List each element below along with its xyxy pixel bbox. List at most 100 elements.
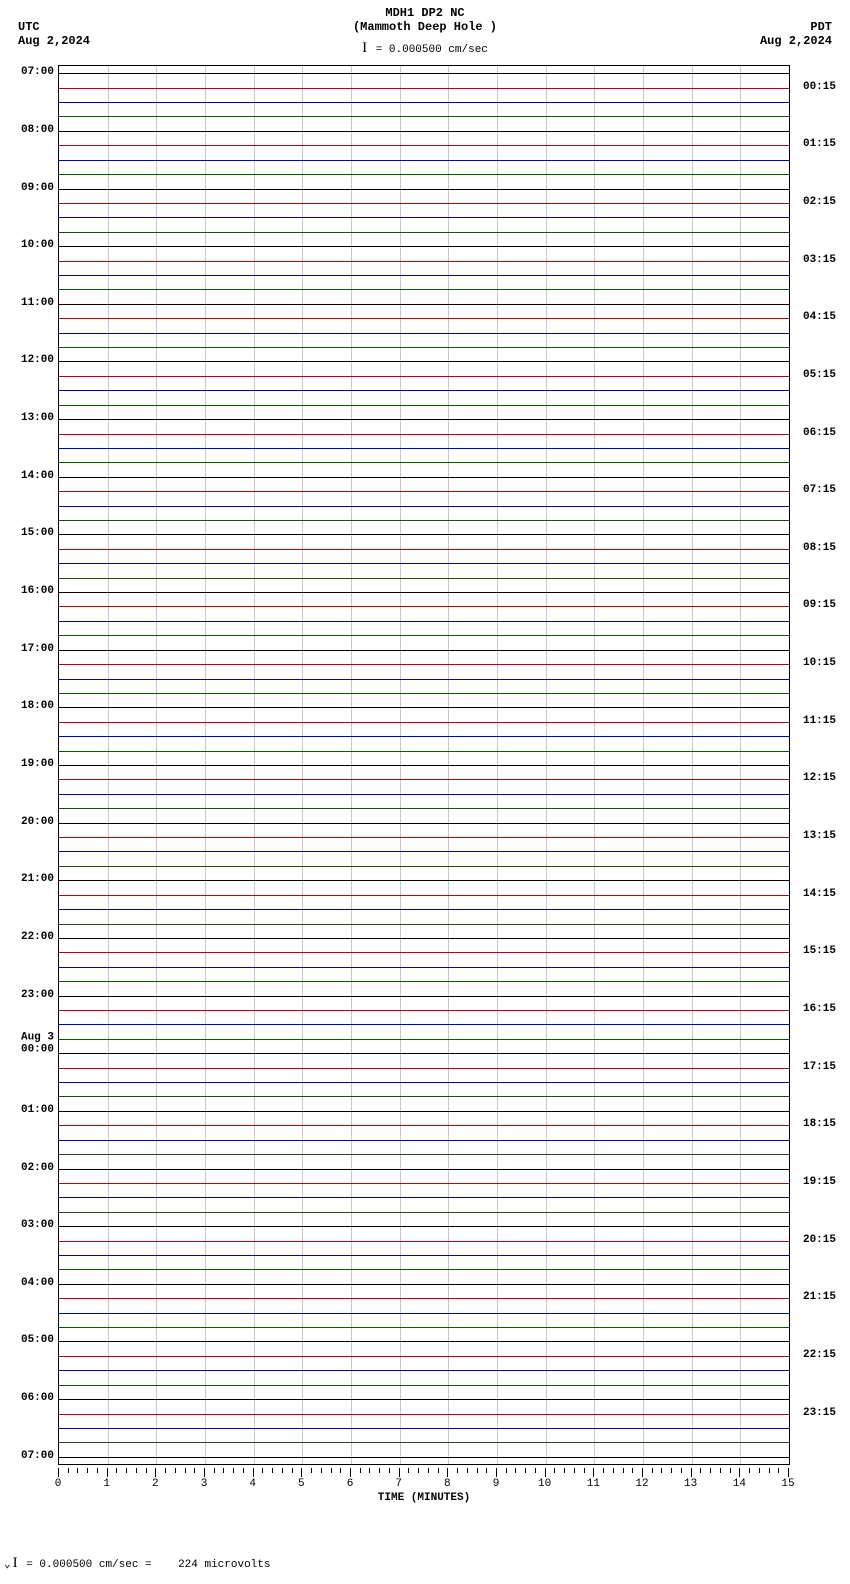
xtick-label: 12: [635, 1478, 648, 1490]
xtick-minor: [652, 1468, 653, 1473]
seismic-trace: [59, 851, 789, 852]
seismic-trace: [59, 1096, 789, 1097]
seismic-trace: [59, 246, 789, 247]
seismic-trace: [59, 1226, 789, 1227]
xtick-label: 4: [249, 1478, 256, 1490]
utc-hour-label: 15:00: [14, 527, 54, 539]
seismic-trace: [59, 333, 789, 334]
seismic-trace: [59, 693, 789, 694]
seismic-trace: [59, 621, 789, 622]
utc-hour-label: 18:00: [14, 700, 54, 712]
seismic-trace: [59, 1385, 789, 1386]
seismic-trace: [59, 1082, 789, 1083]
seismic-trace: [59, 275, 789, 276]
pdt-hour-label: 13:15: [803, 830, 836, 842]
seismic-trace: [59, 203, 789, 204]
seismic-trace: [59, 938, 789, 939]
footer-text-right: 224 microvolts: [178, 1559, 270, 1571]
seismic-trace: [59, 823, 789, 824]
pdt-hour-label: 19:15: [803, 1176, 836, 1188]
seismic-trace: [59, 1313, 789, 1314]
seismic-trace: [59, 145, 789, 146]
xtick-major: [350, 1468, 351, 1477]
pdt-hour-label: 10:15: [803, 657, 836, 669]
pdt-hour-label: 20:15: [803, 1234, 836, 1246]
footer-scale: ⌄I = 0.000500 cm/sec = 224 microvolts: [4, 1555, 270, 1572]
pdt-hour-label: 21:15: [803, 1291, 836, 1303]
pdt-hour-label: 06:15: [803, 427, 836, 439]
xtick-minor: [564, 1468, 565, 1473]
xtick-major: [642, 1468, 643, 1477]
xtick-minor: [506, 1468, 507, 1473]
xtick-minor: [759, 1468, 760, 1473]
xtick-label: 7: [395, 1478, 402, 1490]
xtick-minor: [194, 1468, 195, 1473]
seismic-trace: [59, 376, 789, 377]
xtick-major: [204, 1468, 205, 1477]
header-center: MDH1 DP2 NC (Mammoth Deep Hole ): [0, 6, 850, 34]
pdt-hour-label: 02:15: [803, 196, 836, 208]
utc-hour-label: 12:00: [14, 354, 54, 366]
xtick-minor: [525, 1468, 526, 1473]
seismic-trace: [59, 434, 789, 435]
xtick-minor: [671, 1468, 672, 1473]
seismic-trace: [59, 1341, 789, 1342]
utc-hour-label: 04:00: [14, 1277, 54, 1289]
xtick-label: 10: [538, 1478, 551, 1490]
seismic-trace: [59, 1428, 789, 1429]
xtick-minor: [282, 1468, 283, 1473]
seismic-trace: [59, 289, 789, 290]
seismic-trace: [59, 996, 789, 997]
utc-hour-label: 09:00: [14, 182, 54, 194]
utc-hour-label: 17:00: [14, 643, 54, 655]
seismic-trace: [59, 1154, 789, 1155]
seismic-trace: [59, 1284, 789, 1285]
utc-hour-label: 11:00: [14, 297, 54, 309]
utc-hour-label: 05:00: [14, 1334, 54, 1346]
seismic-trace: [59, 765, 789, 766]
xtick-label: 2: [152, 1478, 159, 1490]
pdt-hour-label: 00:15: [803, 81, 836, 93]
seismic-trace: [59, 981, 789, 982]
seismic-trace: [59, 1024, 789, 1025]
xtick-minor: [428, 1468, 429, 1473]
xtick-minor: [535, 1468, 536, 1473]
seismic-trace: [59, 1125, 789, 1126]
seismic-trace: [59, 679, 789, 680]
xtick-minor: [389, 1468, 390, 1473]
seismic-trace: [59, 477, 789, 478]
seismic-trace: [59, 88, 789, 89]
xtick-label: 6: [347, 1478, 354, 1490]
seismic-trace: [59, 520, 789, 521]
seismic-trace: [59, 606, 789, 607]
xtick-minor: [574, 1468, 575, 1473]
pdt-hour-label: 16:15: [803, 1003, 836, 1015]
xtick-label: 14: [733, 1478, 746, 1490]
station-code: MDH1 DP2 NC: [0, 6, 850, 20]
utc-hour-label: 23:00: [14, 989, 54, 1001]
xtick-major: [155, 1468, 156, 1477]
pdt-hour-label: 18:15: [803, 1118, 836, 1130]
utc-hour-label: 14:00: [14, 470, 54, 482]
seismic-trace: [59, 909, 789, 910]
xtick-label: 5: [298, 1478, 305, 1490]
seismic-trace: [59, 1241, 789, 1242]
pdt-hour-label: 22:15: [803, 1349, 836, 1361]
utc-hour-label: 01:00: [14, 1104, 54, 1116]
xtick-minor: [554, 1468, 555, 1473]
xtick-minor: [778, 1468, 779, 1473]
seismic-trace: [59, 1169, 789, 1170]
utc-hour-label: 16:00: [14, 585, 54, 597]
pdt-hour-label: 04:15: [803, 311, 836, 323]
pdt-hour-label: 17:15: [803, 1061, 836, 1073]
seismic-trace: [59, 1255, 789, 1256]
seismic-trace: [59, 866, 789, 867]
xtick-minor: [515, 1468, 516, 1473]
seismic-trace: [59, 232, 789, 233]
xtick-major: [593, 1468, 594, 1477]
seismic-trace: [59, 592, 789, 593]
xtick-minor: [292, 1468, 293, 1473]
seismic-trace: [59, 390, 789, 391]
seismic-trace: [59, 361, 789, 362]
xtick-minor: [379, 1468, 380, 1473]
